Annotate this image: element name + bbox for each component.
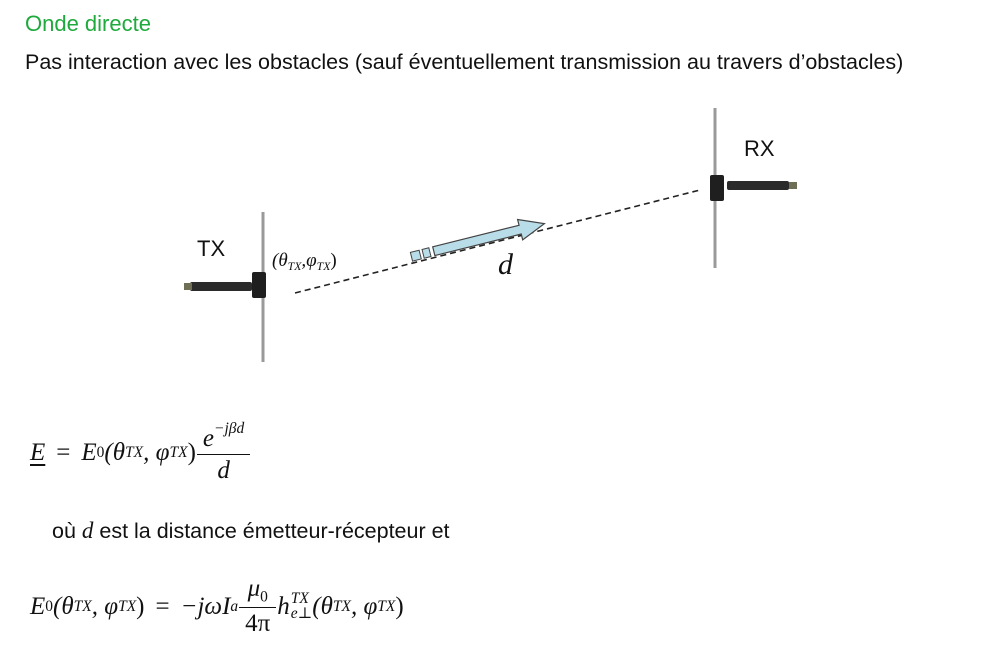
intro-text: Pas interaction avec les obstacles (sauf…: [25, 50, 904, 74]
tx-label: TX: [197, 236, 226, 261]
h-indices: TX e⊥: [290, 589, 313, 622]
distance-label: d: [498, 248, 513, 281]
propagation-arrow-icon: [409, 218, 546, 262]
mu-fraction: μ0 4π: [239, 575, 277, 638]
slide-title: Onde directe: [25, 11, 151, 36]
angle-label: (θTX,φTX): [272, 250, 337, 274]
propagation-diagram: [184, 108, 797, 362]
rx-antenna-icon: [710, 108, 797, 268]
description-text: où d est la distance émetteur-récepteur …: [52, 518, 450, 543]
exp-fraction: e−jβd d: [196, 420, 251, 485]
rx-label: RX: [744, 136, 775, 161]
tx-antenna-icon: [184, 212, 266, 362]
